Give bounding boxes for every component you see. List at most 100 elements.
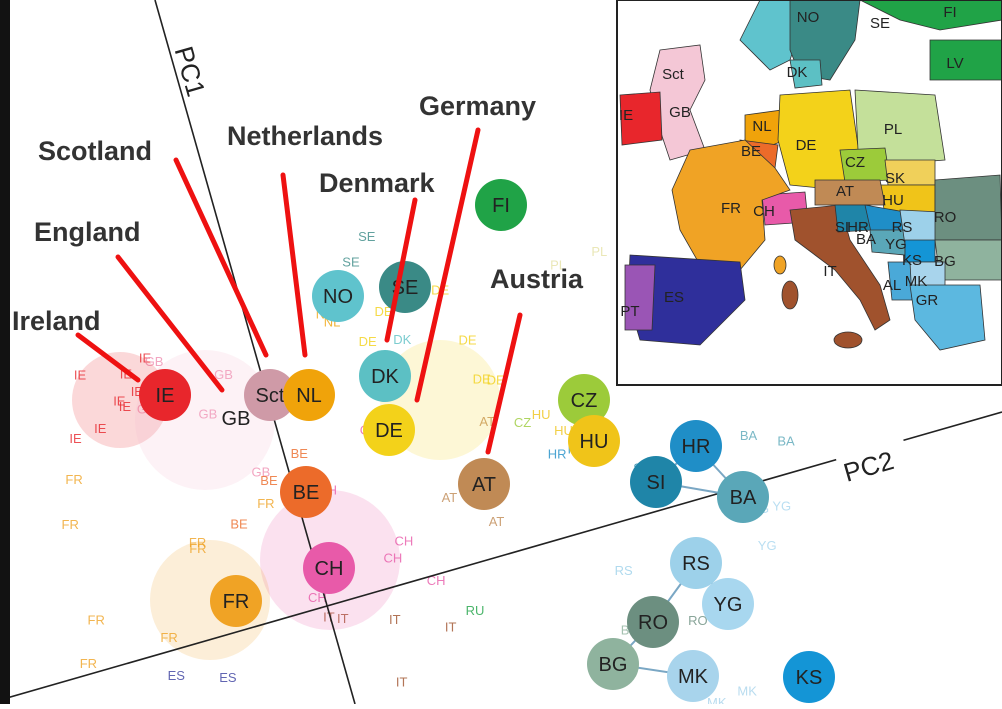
scatter-label: IT [396,675,408,690]
scatter-label: RU [466,603,485,618]
centroid-circle [568,415,620,467]
centroid-circle [359,350,411,402]
map-label-mk: MK [905,273,928,290]
scatter-label: FR [189,541,206,556]
scatter-label: MK [737,684,757,699]
centroid-label: CZ [571,390,598,412]
scatter-label: IE [74,367,87,382]
scatter-label: IT [323,610,335,625]
centroid-label: IE [156,385,175,407]
centroid-label: HR [682,436,711,458]
scatter-label: DK [393,332,411,347]
scatter-label: GB [214,367,233,382]
scatter-label: FR [88,613,105,628]
centroid-label: DK [371,366,399,388]
map-label-gr: GR [916,292,939,309]
pc2-axis-line [0,411,1002,701]
scatter-label: GB [252,464,271,479]
centroid-label: CH [315,558,344,580]
centroid-circle [244,369,296,421]
pointer-denmark [384,197,418,343]
map-label-no: NO [797,9,820,26]
annotation-germany: Germany [419,91,536,121]
centroid-label: YG [714,594,743,616]
map-label-dk: DK [787,64,808,81]
scatter-label: IE [69,431,82,446]
pc1-label: PC1 [169,43,212,100]
centroid-circle [475,179,527,231]
centroid-circle [312,270,364,322]
scatter-label: YG [758,538,777,553]
annotation-pointers [75,127,523,455]
scatter-label: HU [532,407,551,422]
centroid-rs: RS [670,537,722,589]
scatter-label: FR [62,517,79,532]
scatter-label: CH [384,551,403,566]
scatter-label: DE [487,373,505,388]
centroid-label: HU [580,431,609,453]
centroid-circle [702,578,754,630]
centroid-label: NL [296,385,322,407]
centroid-circle [783,651,835,703]
scatter-label: CH [308,590,327,605]
map-label-sct: Sct [662,66,685,83]
scatter-label: DE [459,332,477,347]
pointer-ireland [75,332,141,383]
map-label-ro: RO [934,209,957,226]
centroid-yg: YG [702,578,754,630]
scatter-label: SE [358,229,376,244]
centroid-circle [627,596,679,648]
map-label-it: IT [823,263,836,280]
map-label-yg: YG [885,236,907,253]
pointer-netherlands [280,172,308,358]
centroid-se: SE [379,261,431,313]
annotation-austria: Austria [490,264,584,294]
map-label-bg: BG [934,253,956,270]
centroid-circle [558,374,610,426]
centroid-hr: HR [670,420,722,472]
pointer-austria [485,312,523,455]
centroid-label: FI [492,195,510,217]
map-label-at: AT [836,183,854,200]
scatter-label: DE [359,334,377,349]
centroid-ks: KS [783,651,835,703]
country-annotations: Ireland England Scotland Netherlands Denmark… [12,91,584,336]
map-label-cz: CZ [845,154,865,171]
centroid-fi: FI [475,179,527,231]
map-label-fr: FR [721,200,741,217]
scatter-label: FR [189,535,206,550]
centroid-fr: FR [210,575,262,627]
centroid-label: DE [375,420,403,442]
map-label-si: SI [835,219,849,236]
map-label-de: DE [796,137,817,154]
scatter-label: HR [548,447,567,462]
pointer-scotland [173,157,269,358]
scatter-label: RO [688,613,708,628]
scatter-label: SE [342,254,360,269]
map-label-ba: BA [856,231,876,248]
scatter-label: FR [257,496,274,511]
scatter-label: GB [199,407,218,422]
centroid-nl: NL [283,369,335,421]
map-label-pt: PT [620,303,639,320]
annotation-denmark: Denmark [319,168,436,198]
centroid-mk: MK [667,650,719,702]
centroid-circle [280,466,332,518]
map-label-se: SE [870,15,890,32]
scatter-label: AT [442,490,458,505]
centroid-circle [587,638,639,690]
map-label-rs: RS [892,219,913,236]
centroid-bg: BG [587,638,639,690]
centroid-label: NO [323,286,353,308]
inset-map-labels: NO SE FI DK LV Sct GB IE NL BE DE PL CZ SK HU AT FR CH RO S… [619,4,964,320]
scatter-label: ES [219,670,237,685]
annotation-scotland: Scotland [38,136,152,166]
scatter-label: BA [777,434,795,449]
map-label-fi: FI [943,4,956,21]
centroid-label: FR [223,591,250,613]
centroid-circle [670,420,722,472]
map-label-al: AL [883,277,901,294]
scatter-label: GB [145,354,164,369]
scatter-label: IT [445,620,457,635]
